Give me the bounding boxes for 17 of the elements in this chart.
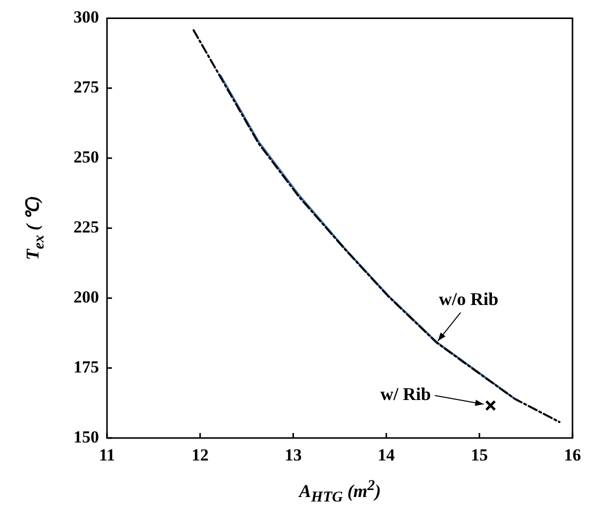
x-tick-label: 15 (470, 446, 488, 465)
y-tick-label: 175 (74, 357, 99, 376)
x-axis-title: A$_{HTG}$ (m$^{2}$) (297, 478, 382, 507)
y-tick-label: 150 (74, 427, 99, 446)
annotation: w/o Rib (438, 289, 498, 310)
y-tick-label: 275 (74, 78, 99, 97)
x-tick-label: 11 (98, 446, 116, 465)
x-tick-label: 12 (192, 446, 209, 465)
x-tick-label: 13 (284, 446, 302, 465)
annotation: w/ Rib (380, 384, 431, 404)
y-tick-label: 225 (74, 217, 99, 236)
y-tick-label: 200 (74, 287, 99, 306)
line-series (192, 29, 560, 424)
x-tick-label: 14 (378, 446, 396, 465)
y-tick-label: 250 (74, 148, 99, 167)
x-tick-label: 16 (564, 446, 581, 465)
y-tick-label: 300 (74, 8, 99, 27)
